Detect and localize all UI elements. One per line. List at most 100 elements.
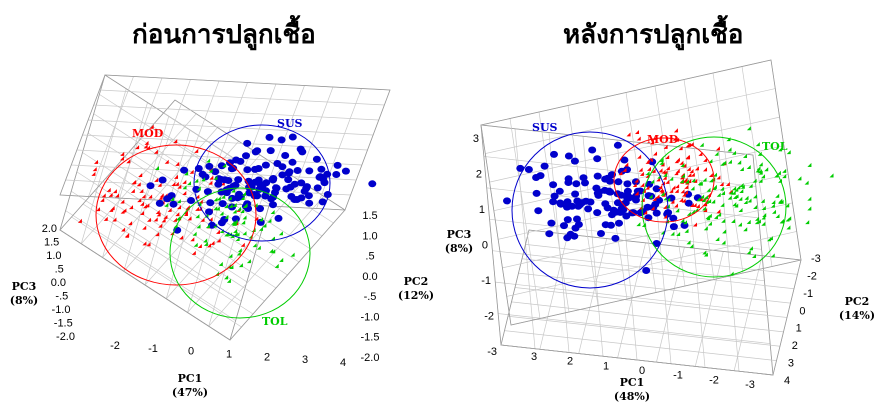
tol-data-point [274,263,279,268]
pc3-tick-label: -3 [487,346,497,358]
right-back-grid [683,79,715,280]
sus-data-point [624,194,633,202]
tol-data-point [739,167,744,172]
tol-data-point [727,147,732,152]
tol-data-point [680,163,685,168]
tol-data-point [752,178,757,183]
tol-data-point [241,220,246,225]
tol-data-point [192,231,197,236]
left-3d-scatter-plot: MODSUSTOL2.01.51.0.50.0-.5-1.0-1.5-2.0-2… [10,74,434,399]
tol-data-point [269,248,274,253]
pc2-tick-label: -3 [811,253,821,265]
left-floor-grid [105,177,277,289]
mod-data-point [647,166,652,171]
sus-data-point [619,206,628,214]
mod-data-point [653,151,658,156]
tol-data-point [237,248,242,253]
right-back-grid [493,145,784,212]
tol-data-point [771,200,776,205]
mod-data-point [155,232,160,237]
mod-data-point [121,227,126,232]
sus-data-point [550,150,558,158]
mod-data-point [158,223,163,228]
tol-data-point [736,185,741,190]
sus-data-point [532,189,541,197]
sus-data-point [231,181,240,189]
sus-data-point [560,222,568,230]
mod-data-point [120,156,125,161]
mod-group-label: MOD [647,133,679,146]
pc2-tick-label: -1.5 [361,332,380,344]
mod-data-point [157,182,162,187]
tol-data-point [797,176,802,181]
pc1-tick-label: -1 [148,343,158,355]
tol-data-point [690,209,695,214]
sus-data-point [652,209,661,217]
tol-data-point [204,213,209,218]
mod-data-point [177,205,182,210]
tol-data-point [732,150,737,155]
pc2-tick-label: -2 [807,270,817,282]
mod-data-point [659,188,664,193]
left-floor-grid [94,190,265,302]
tol-data-point [659,160,664,165]
tol-data-point [216,196,221,201]
mod-data-point [144,140,149,145]
pc3-tick-label: 1 [479,204,485,216]
mod-data-point [138,173,143,178]
pc3-tick-label: 3 [473,133,479,145]
pc2-tick-label: -1.0 [361,311,380,323]
mod-data-point [681,198,686,203]
sus-data-point [187,197,195,204]
mod-data-point [658,168,663,173]
mod-data-point [159,193,164,198]
pc3-tick-label: 2 [476,169,482,181]
mod-data-point [147,217,152,222]
tol-data-point [242,231,247,236]
left-wall-grid [123,116,170,272]
pc2-tick-label: 4 [784,375,790,387]
tol-data-point [238,263,243,268]
mod-data-point [645,185,650,190]
tol-data-point [755,216,760,221]
sus-data-point [265,133,274,141]
tol-data-point [231,220,236,225]
sus-data-point [312,155,321,163]
sus-data-point [180,166,189,174]
sus-data-point [304,192,313,200]
left-back-grid-frame [59,74,391,211]
sus-data-point [601,200,610,208]
mod-data-point [637,154,642,159]
sus-data-point [550,192,559,200]
sus-data-point [231,215,240,223]
sus-data-point [256,205,264,213]
sus-data-point [341,167,350,175]
mod-data-point [634,178,639,183]
right-back-grid [741,66,773,267]
mod-data-point [164,159,169,164]
mod-data-point [191,250,196,255]
sus-data-point [167,192,176,200]
sus-data-point [288,158,297,166]
mod-data-point [703,167,708,172]
mod-data-point [110,206,115,211]
mod-data-point [195,206,200,211]
mod-data-point [120,151,125,156]
mod-data-point [661,169,666,174]
pc3-axis-percent: (8%) [445,242,474,255]
tol-data-point [714,151,719,156]
mod-data-point [216,229,221,234]
sus-data-point [623,187,632,195]
sus-data-point [146,182,155,190]
tol-data-point [775,193,780,198]
pc3-tick-label: 0 [482,240,488,252]
mod-data-point [624,162,629,167]
sus-data-point [563,216,572,224]
tol-data-point [679,179,684,184]
pc3-tick-label: -2.0 [56,331,75,343]
pc1-tick-label: -1 [673,370,683,382]
mod-data-point [136,182,141,187]
tol-data-point [227,264,232,269]
tol-data-point [698,181,703,186]
pc2-tick-label: -.5 [364,291,377,303]
